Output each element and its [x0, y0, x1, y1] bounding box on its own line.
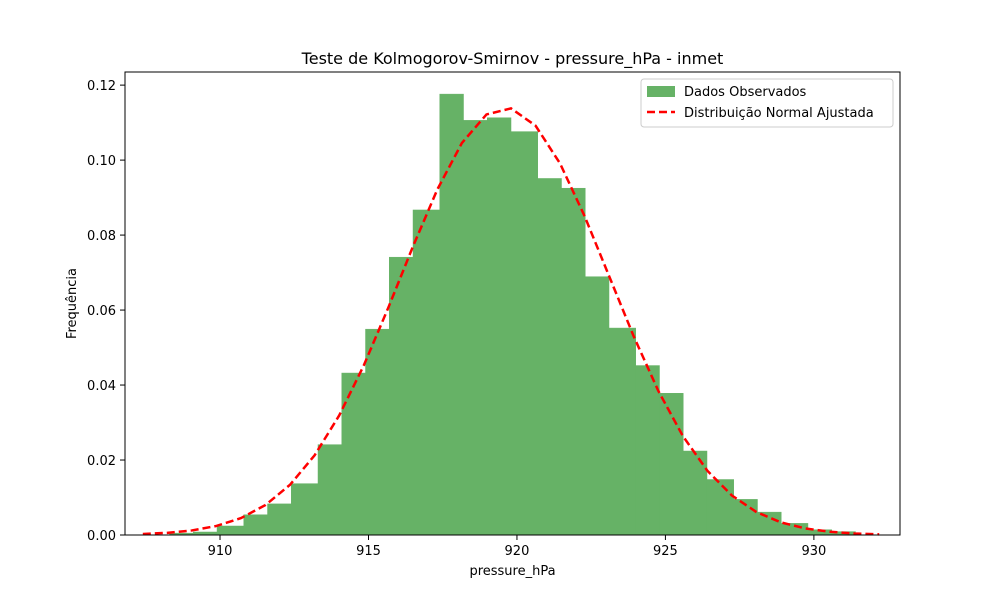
- histogram-bars: [169, 93, 856, 536]
- histogram-bar: [584, 276, 610, 536]
- histogram-bar: [317, 444, 343, 536]
- y-tick-label: 0.08: [87, 229, 116, 244]
- x-axis-label: pressure_hPa: [469, 564, 555, 579]
- histogram-bar: [216, 525, 245, 536]
- y-tick-label: 0.12: [87, 79, 116, 94]
- x-tick-label: 925: [653, 544, 678, 559]
- histogram-bar: [291, 483, 319, 536]
- x-tick-label: 910: [208, 544, 233, 559]
- x-tick-label: 915: [356, 544, 381, 559]
- x-tick-label: 930: [801, 544, 826, 559]
- y-tick-label: 0.00: [87, 529, 116, 544]
- y-tick-label: 0.06: [87, 304, 116, 319]
- legend-swatch-histogram: [647, 86, 675, 97]
- histogram-bar: [510, 131, 538, 536]
- histogram-bar: [412, 209, 441, 536]
- y-axis-ticks: 0.00 0.02 0.04 0.06 0.08 0.10 0.12: [87, 79, 125, 544]
- histogram-bar: [243, 514, 268, 536]
- x-tick-label: 920: [505, 544, 530, 559]
- histogram-bar: [487, 117, 512, 536]
- legend-box: [640, 78, 894, 128]
- y-tick-label: 0.02: [87, 454, 116, 469]
- normal-fit-curve: [142, 107, 880, 536]
- histogram-bar: [267, 503, 292, 536]
- histogram-bar: [706, 479, 734, 536]
- y-tick-label: 0.10: [87, 154, 116, 169]
- y-axis-label: Frequência: [65, 268, 80, 339]
- histogram-bar: [659, 393, 684, 536]
- histogram-bar: [365, 328, 390, 536]
- chart-title: Teste de Kolmogorov-Smirnov - pressure_h…: [301, 49, 724, 69]
- histogram-bar: [635, 365, 660, 536]
- histogram-bar: [757, 511, 782, 536]
- plot-frame: [124, 71, 901, 536]
- legend-label-normal-curve: Distribuição Normal Ajustada: [684, 106, 874, 121]
- histogram-bar: [608, 327, 636, 536]
- x-axis-ticks: 910 915 920 925 930: [208, 535, 826, 559]
- legend-label-histogram: Dados Observados: [684, 85, 807, 100]
- legend: Dados Observados Distribuição Normal Aju…: [640, 78, 894, 128]
- histogram-bar: [341, 372, 366, 536]
- y-tick-label: 0.04: [87, 379, 116, 394]
- histogram-bar: [561, 187, 586, 536]
- histogram-bar: [463, 120, 488, 536]
- histogram-bar: [537, 178, 562, 536]
